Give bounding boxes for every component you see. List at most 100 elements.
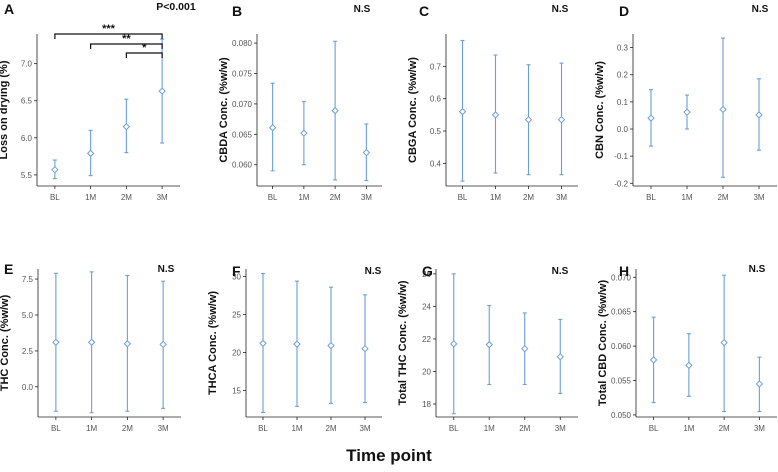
y-tick-label: 0.070 xyxy=(232,100,253,109)
mean-marker xyxy=(686,362,692,368)
y-tick-label: 20 xyxy=(422,367,431,376)
x-tick-label: 2M xyxy=(325,424,336,433)
y-tick-label: 24 xyxy=(422,302,431,311)
mean-marker xyxy=(756,112,762,118)
y-axis-label: CBDA Conc. (%w/w) xyxy=(218,57,230,163)
x-tick-label: 3M xyxy=(361,193,372,202)
mean-marker xyxy=(270,125,276,131)
x-tick-label: 3M xyxy=(754,424,765,433)
mean-marker xyxy=(88,150,94,156)
mean-marker xyxy=(159,88,165,94)
y-tick-label: 0.065 xyxy=(611,308,632,317)
mean-marker xyxy=(651,357,657,363)
mean-marker xyxy=(362,346,368,352)
x-tick-label: 2M xyxy=(717,193,728,202)
panel-letter: H xyxy=(619,263,629,279)
mean-marker xyxy=(684,109,690,115)
mean-marker xyxy=(53,339,59,345)
mean-marker xyxy=(328,343,334,349)
y-tick-label: 2.5 xyxy=(22,347,34,356)
y-tick-label: 5.0 xyxy=(22,311,34,320)
ns-label: N.S xyxy=(365,266,382,277)
panel-letter: A xyxy=(4,1,14,17)
ns-label: N.S xyxy=(552,266,569,277)
y-tick-label: 15 xyxy=(232,386,241,395)
y-axis-label: Total CBD Conc. (%w/w) xyxy=(597,280,609,407)
y-tick-label: 6.0 xyxy=(21,134,33,143)
panel-g: 18 20 22 24 26 BL 1M 2M 3M Total THC Conc. (%w/w)… xyxy=(397,263,578,433)
x-tick-label: 3M xyxy=(157,193,168,202)
x-tick-label: BL xyxy=(50,193,60,202)
y-tick-label: 0.7 xyxy=(430,62,442,71)
mean-marker xyxy=(486,342,492,348)
panel-h: 0.050 0.055 0.060 0.065 0.070 BL 1M 2M 3M Total C… xyxy=(597,263,777,433)
panel-letter: B xyxy=(232,3,242,19)
panel-letter: G xyxy=(422,263,433,279)
x-tick-label: 3M xyxy=(555,424,566,433)
x-tick-label: 2M xyxy=(719,424,730,433)
mean-marker xyxy=(526,117,532,123)
y-tick-label: 0.1 xyxy=(617,98,629,107)
y-axis-label: THCA Conc. (%w/w) xyxy=(207,291,219,395)
mean-marker xyxy=(301,130,307,136)
mean-marker xyxy=(720,106,726,112)
panel-letter: D xyxy=(619,3,629,19)
y-tick-label: 5.5 xyxy=(21,171,33,180)
p-value-label: P<0.001 xyxy=(156,1,196,13)
mean-marker xyxy=(522,346,528,352)
x-tick-label: 2M xyxy=(121,193,132,202)
x-tick-label: 3M xyxy=(556,193,567,202)
mean-marker xyxy=(124,341,130,347)
panel-letter: E xyxy=(4,261,13,277)
y-tick-label: 25 xyxy=(232,311,241,320)
ns-label: N.S xyxy=(749,264,766,275)
panel-letter: F xyxy=(232,263,241,279)
y-tick-label: 18 xyxy=(422,400,431,409)
panel-b: 0.060 0.065 0.070 0.075 0.080 BL 1M 2M 3M CBDA Co… xyxy=(218,3,382,202)
y-tick-label: 0.060 xyxy=(232,161,253,170)
mean-marker xyxy=(648,115,654,121)
y-tick-label: 0.2 xyxy=(617,71,629,80)
panel-a: 5.56.06.57.0BL 1M 2M 3MLoss on drying (%)A P… xyxy=(0,1,196,202)
x-tick-label: 1M xyxy=(86,424,97,433)
x-tick-label: BL xyxy=(649,424,659,433)
y-tick-label: 22 xyxy=(422,335,431,344)
x-tick-label: BL xyxy=(51,424,61,433)
y-tick-label: -0.1 xyxy=(614,152,628,161)
mean-marker xyxy=(294,341,300,347)
y-axis-label: Total THC Conc. (%w/w) xyxy=(397,280,409,405)
mean-marker xyxy=(363,150,369,156)
panel-f: 15 20 25 30 BL 1M 2M 3M THCA Conc. (%w/w) F N.S xyxy=(207,263,382,433)
mean-marker xyxy=(559,117,565,123)
y-tick-label: 0.055 xyxy=(611,377,632,386)
x-tick-label: 1M xyxy=(85,193,96,202)
y-tick-label: 0.6 xyxy=(430,95,442,104)
ns-label: N.S xyxy=(552,4,569,15)
y-tick-label: 20 xyxy=(232,348,241,357)
ns-label: N.S xyxy=(752,4,769,15)
ns-label: N.S xyxy=(354,4,371,15)
significance-stars: * xyxy=(142,42,147,54)
y-tick-label: 7.5 xyxy=(22,275,34,284)
y-axis-label: Loss on drying (%) xyxy=(0,60,10,159)
x-tick-label: BL xyxy=(458,193,468,202)
y-tick-label: 0.0 xyxy=(617,125,629,134)
y-tick-label: 0.0 xyxy=(22,383,34,392)
x-tick-label: 3M xyxy=(359,424,370,433)
mean-marker xyxy=(451,341,457,347)
significance-stars: ** xyxy=(122,33,131,45)
mean-marker xyxy=(89,339,95,345)
figure: 5.56.06.57.0BL 1M 2M 3MLoss on drying (%)A P… xyxy=(0,0,778,472)
mean-marker xyxy=(493,112,499,118)
y-tick-label: 6.5 xyxy=(21,97,33,106)
y-tick-label: 0.065 xyxy=(232,130,253,139)
y-tick-label: 0.3 xyxy=(617,44,629,53)
y-tick-label: 0.080 xyxy=(232,39,253,48)
mean-marker xyxy=(332,108,338,114)
mean-marker xyxy=(460,109,466,115)
mean-marker xyxy=(123,124,129,130)
mean-marker xyxy=(160,341,166,347)
y-tick-label: -0.2 xyxy=(614,179,628,188)
panel-e: 0.02.55.07.5BL 1M 2M 3MTHC Conc. (%w/w)E N.S xyxy=(0,261,181,433)
x-tick-label: 1M xyxy=(298,193,309,202)
